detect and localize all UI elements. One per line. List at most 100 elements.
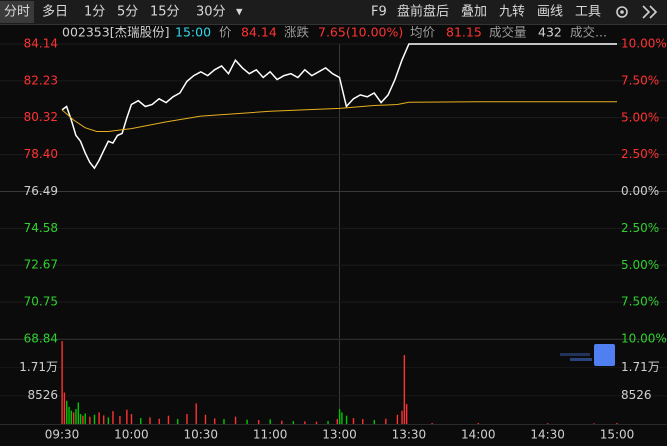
volume-bar [126,409,128,424]
volume-bar [103,415,105,424]
tab-selected-bg [0,1,34,23]
volume-bar [89,416,91,424]
y-tick-label: 1.71万 [19,360,58,374]
price-label: 价 [219,25,232,40]
volume-bar [112,411,114,424]
volume-bar [336,419,338,424]
volume-bar [246,419,248,424]
volume-bar [75,409,77,424]
x-tick-label: 11:00 [253,428,288,442]
y2-tick-label: 1.71万 [621,360,660,374]
time: 15:00 [175,25,211,40]
volume-bar [431,423,433,424]
y2-tick-label: 2.50% [621,147,659,161]
y2-tick-label: 7.50% [621,73,659,87]
y2-tick-label: 2.50% [621,221,659,235]
volume-bar [593,423,595,424]
y-tick-label: 76.49 [24,184,58,198]
tool[interactable]: 叠加 [461,5,487,20]
change-label: 涨跌 [284,25,310,40]
volume-bar [214,418,216,424]
x-tick-label: 15:00 [600,428,635,442]
tab[interactable]: 1分 [84,5,105,20]
y-tick-label: 70.75 [24,295,58,309]
volume-bar [338,409,341,424]
y-tick-label: 78.40 [24,147,58,161]
volume-bar [547,423,549,424]
tab[interactable]: 30分 [196,5,226,20]
volume-label: 成交量 [489,25,527,40]
change: 7.65(10.00%) [318,25,403,40]
volume-bar [77,402,79,424]
volume-bar [158,418,160,424]
tool[interactable]: 工具 [575,5,601,20]
volume-bar [616,423,618,424]
x-tick-label: 10:30 [183,428,218,442]
y-tick-label: 84.14 [24,37,58,51]
settings-icon[interactable] [616,6,628,18]
tool[interactable]: 画线 [537,5,563,20]
tab[interactable]: 5分 [117,5,138,20]
tab[interactable]: 15分 [150,5,180,20]
volume-bar [385,418,387,424]
volume-bar [140,418,142,424]
volume-bar [292,421,295,424]
y2-tick-label: 5.00% [621,110,659,124]
volume-bar [84,413,86,424]
volume-bar [403,355,406,424]
volume-bar [281,420,283,424]
tab-menu[interactable]: ▾ [236,5,243,20]
float-widget[interactable] [594,344,615,366]
x-tick-label: 13:00 [322,428,357,442]
volume-bar [405,404,408,424]
avg: 81.15 [446,25,482,40]
volume-bar [167,415,170,424]
volume-bar [66,400,68,424]
volume-bar [362,419,364,424]
volume-bar [186,414,188,424]
y-tick-label: 74.58 [24,221,58,235]
y2-tick-label: 7.50% [621,295,659,309]
volume-bar [61,341,63,424]
volume-bar [341,412,343,424]
x-tick-label: 10:00 [114,428,149,442]
volume-bar [68,406,70,424]
y-tick-label: 80.32 [24,110,58,124]
volume-bar [195,403,197,424]
volume-bar [119,416,121,424]
tool[interactable]: 九转 [499,5,525,20]
volume-bar [234,416,237,424]
toolbar [0,0,667,24]
collapse-icon[interactable] [642,5,658,19]
widget-trail [560,353,590,356]
y2-tick-label: 8526 [621,388,652,402]
volume-bar [269,419,271,424]
y2-tick-label: 0.00% [621,184,659,198]
volume-bar [345,415,348,424]
tool[interactable]: F9 [371,5,387,20]
volume-bar [70,410,73,424]
tab[interactable]: 分时 [4,5,30,20]
price: 84.14 [241,25,277,40]
settings-icon-core [620,10,624,14]
x-tick-label: 13:30 [392,428,427,442]
volume-bar [315,421,318,424]
volume-bar [98,412,100,424]
volume-bar [79,414,82,424]
x-tick-label: 09:30 [45,428,80,442]
volume-bar [223,419,225,424]
tab[interactable]: 多日 [42,4,68,20]
volume-bar [327,421,329,424]
y2-tick-label: 10.00% [621,332,667,346]
volume-bar [204,414,207,424]
volume-bar [477,423,480,424]
volume-bar [72,412,75,424]
volume-bar [177,419,179,424]
price-line [61,43,617,170]
y-tick-label: 8526 [27,388,58,402]
volume-bar [149,417,151,424]
tool[interactable]: 盘前盘后 [397,4,449,20]
volume-bar [396,414,399,424]
